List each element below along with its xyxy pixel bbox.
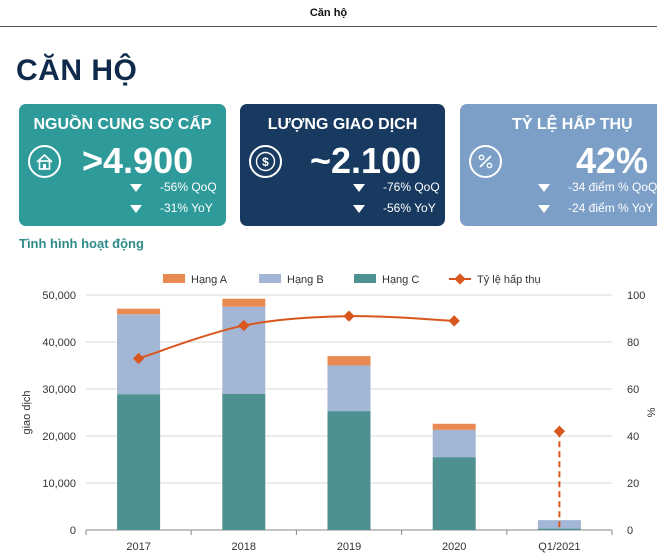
x-tick-label: 2017 <box>126 541 150 553</box>
bar-segment <box>222 306 266 394</box>
x-tick-label: 2019 <box>337 541 361 553</box>
bar-segment <box>432 457 476 530</box>
bar-segment <box>432 429 476 458</box>
section-title: Tình hình hoạt động <box>19 236 144 251</box>
supply-card: NGUỒN CUNG SƠ CẤP >4.900 -56% QoQ -31% Y… <box>19 104 226 226</box>
x-tick-label: 2018 <box>232 541 256 553</box>
bar-segment <box>222 393 266 530</box>
qoq-text: -34 điểm % QoQ <box>568 180 657 194</box>
percent-icon <box>469 145 502 178</box>
y2-tick-label: 20 <box>627 478 639 490</box>
y-tick-label: 0 <box>70 525 76 537</box>
legend-swatch <box>163 274 185 283</box>
down-triangle-icon <box>130 183 142 192</box>
down-triangle-icon <box>353 183 365 192</box>
absorption-point <box>448 315 460 327</box>
header-title: Căn hộ <box>309 7 348 19</box>
house-icon <box>28 145 61 178</box>
absorption-line <box>138 315 455 360</box>
qoq-text: -56% QoQ <box>160 180 217 194</box>
bar-segment <box>432 423 476 430</box>
qoq-change: -56% QoQ <box>130 180 217 194</box>
y-tick-label: 10,000 <box>42 478 76 490</box>
card-title: TỶ LỆ HẤP THỤ <box>512 116 633 133</box>
y2-tick-label: 80 <box>627 337 639 349</box>
card-title: NGUỒN CUNG SƠ CẤP <box>33 116 212 133</box>
bar-segment <box>327 356 371 366</box>
absorption-point <box>553 425 566 437</box>
qoq-text: -76% QoQ <box>383 180 440 194</box>
legend-label: Hạng B <box>287 274 324 286</box>
y-axis-title: giao dịch <box>21 390 33 434</box>
card-value: 42% <box>576 140 649 181</box>
y-tick-label: 30,000 <box>42 384 76 396</box>
legend-label: Hạng C <box>382 274 419 286</box>
y2-tick-label: 100 <box>627 290 645 302</box>
header-bar: Căn hộ <box>0 0 657 27</box>
bar-segment <box>117 308 161 315</box>
dollar-coin-icon: $ <box>249 145 282 178</box>
yoy-change: -56% YoY <box>353 201 436 215</box>
absorption-point <box>343 310 355 322</box>
y2-tick-label: 0 <box>627 525 633 537</box>
qoq-change: -34 điểm % QoQ <box>538 180 657 194</box>
stacked-bar-line-chart: 0 10,000 20,000 30,000 40,000 50,000 0 20 40 60 80… <box>21 273 657 553</box>
legend-label: Tỷ lệ hấp thụ <box>477 274 541 286</box>
page-title: CĂN HỘ <box>16 54 138 87</box>
bar-segment <box>327 365 371 412</box>
y2-tick-label: 40 <box>627 431 639 443</box>
down-triangle-icon <box>353 204 365 213</box>
svg-text:$: $ <box>262 155 269 169</box>
absorption-point <box>238 319 250 332</box>
down-triangle-icon <box>538 204 550 213</box>
bar-segment <box>327 411 371 530</box>
x-tick-label: 2020 <box>442 541 466 553</box>
down-triangle-icon <box>538 183 550 192</box>
yoy-change: -31% YoY <box>130 201 213 215</box>
bar-segment <box>537 528 581 530</box>
yoy-text: -56% YoY <box>383 201 436 215</box>
qoq-change: -76% QoQ <box>353 180 440 194</box>
legend-swatch <box>259 274 281 283</box>
y-tick-label: 50,000 <box>42 290 76 302</box>
bar-segment <box>222 298 266 307</box>
absorption-point <box>132 352 145 365</box>
x-tick-label: Q1/2021 <box>538 541 580 553</box>
y2-axis-title: % <box>646 407 657 417</box>
legend-marker <box>454 273 466 285</box>
y-tick-label: 20,000 <box>42 431 76 443</box>
legend-swatch <box>354 274 376 283</box>
y-tick-label: 40,000 <box>42 337 76 349</box>
transactions-card: LƯỢNG GIAO DỊCH $ ~2.100 -76% QoQ -56% Y… <box>240 104 445 226</box>
yoy-text: -31% YoY <box>160 201 213 215</box>
absorption-card: TỶ LỆ HẤP THỤ 42% -34 điểm % QoQ -24 điể… <box>460 104 657 226</box>
card-title: LƯỢNG GIAO DỊCH <box>267 116 418 133</box>
down-triangle-icon <box>130 204 142 213</box>
yoy-text: -24 điểm % YoY <box>568 201 654 215</box>
bar-segment <box>117 394 161 530</box>
card-value: ~2.100 <box>310 140 422 181</box>
card-value: >4.900 <box>82 140 194 181</box>
y2-tick-label: 60 <box>627 384 639 396</box>
legend-label: Hạng A <box>191 274 228 286</box>
yoy-change: -24 điểm % YoY <box>538 201 653 215</box>
